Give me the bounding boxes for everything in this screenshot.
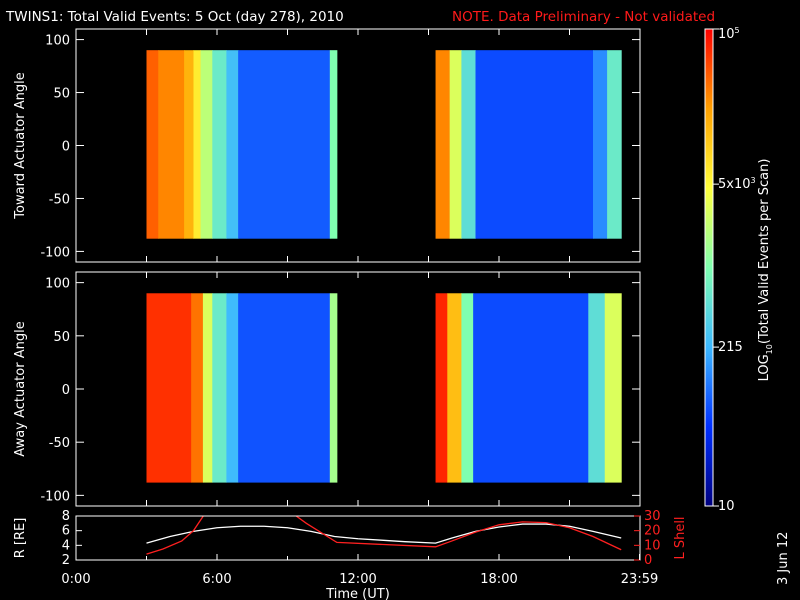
lshell-tick-label: 0 <box>644 553 652 568</box>
time-tick-label: 6:00 <box>202 572 231 587</box>
heatmap-band <box>146 50 159 239</box>
chart-title: TWINS1: Total Valid Events: 5 Oct (day 2… <box>5 9 344 25</box>
lshell-axis-label: L Shell <box>673 516 688 559</box>
away-angle-panel: 100 50 0 -50 -100 Away Actuator Angle <box>13 271 641 507</box>
colorbar: 105 5x103 215 10 LOG10(Total Valid Events p… <box>704 26 774 514</box>
heatmap-band <box>447 293 462 483</box>
heatmap-band <box>238 293 331 483</box>
y-tick-label: -50 <box>49 436 70 451</box>
heatmap-band <box>202 293 213 483</box>
r-tick-label: 2 <box>62 553 70 568</box>
colorbar-scale <box>705 29 713 506</box>
y-tick-label: -100 <box>40 245 70 260</box>
date-stamp: 3 Jun 12 <box>776 532 791 585</box>
orbit-frame <box>75 515 641 561</box>
heatmap-band <box>200 50 213 239</box>
heatmap-band <box>226 50 239 239</box>
heatmap-band <box>607 50 622 239</box>
heatmap-band <box>193 50 202 239</box>
radius-axis-label: R [RE] <box>13 518 28 559</box>
y-axis-label: Away Actuator Angle <box>13 321 28 456</box>
y-tick-label: 0 <box>62 383 70 398</box>
y-tick-label: 50 <box>53 87 70 102</box>
x-axis-label: Time (UT) <box>325 587 390 600</box>
colorbar-tick-label: 10 <box>718 499 735 514</box>
preliminary-note: NOTE. Data Preliminary - Not validated <box>452 9 715 25</box>
heatmap-band <box>588 293 606 483</box>
lshell-tick-label: 30 <box>644 509 661 524</box>
y-tick-label: -100 <box>40 489 70 504</box>
y-tick-label: 100 <box>45 34 70 49</box>
heatmap-band <box>461 50 476 239</box>
heatmap-band <box>435 50 451 239</box>
r-tick-label: 4 <box>62 538 70 553</box>
heatmap-band <box>593 50 608 239</box>
heatmap-band <box>146 293 192 483</box>
heatmap-band <box>604 293 622 483</box>
time-tick-label: 12:00 <box>339 572 376 587</box>
heatmap-band <box>449 50 462 239</box>
heatmap-band <box>329 50 338 239</box>
y-axis-label: Toward Actuator Angle <box>13 72 28 219</box>
heatmap-band <box>158 50 185 239</box>
y-tick-label: -50 <box>49 192 70 207</box>
colorbar-label: LOG10(Total Valid Events per Scan) <box>757 159 774 382</box>
heatmap-band <box>435 293 448 483</box>
radius-line <box>146 523 622 544</box>
heatmap-band <box>226 293 239 483</box>
colorbar-tick-label: 215 <box>718 340 743 355</box>
heatmap-band <box>184 50 194 239</box>
heatmap-band <box>238 50 331 239</box>
heatmap-band <box>212 293 227 483</box>
time-tick-label: 0:00 <box>61 572 90 587</box>
heatmap-band <box>212 50 227 239</box>
colorbar-frame <box>704 28 714 507</box>
heatmap-band <box>473 293 589 483</box>
r-tick-label: 6 <box>62 524 70 539</box>
y-tick-label: 100 <box>45 277 70 292</box>
lshell-line <box>146 516 622 555</box>
colorbar-tick-label: 5x103 <box>718 176 756 192</box>
y-tick-label: 0 <box>62 140 70 155</box>
y-tick-label: 50 <box>53 330 70 345</box>
time-tick-label: 18:00 <box>480 572 517 587</box>
lshell-tick-label: 10 <box>644 538 661 553</box>
heatmap-band <box>191 293 204 483</box>
heatmap-band <box>329 293 338 483</box>
r-tick-label: 8 <box>62 509 70 524</box>
time-tick-label: 23:59 <box>621 572 658 587</box>
colorbar-tick-label: 105 <box>718 26 740 42</box>
toward-angle-panel: 100 50 0 -50 -100 Toward Actuator Angle <box>13 28 641 263</box>
heatmap-band <box>475 50 594 239</box>
heatmap-band <box>461 293 474 483</box>
lshell-tick-label: 20 <box>644 524 661 539</box>
